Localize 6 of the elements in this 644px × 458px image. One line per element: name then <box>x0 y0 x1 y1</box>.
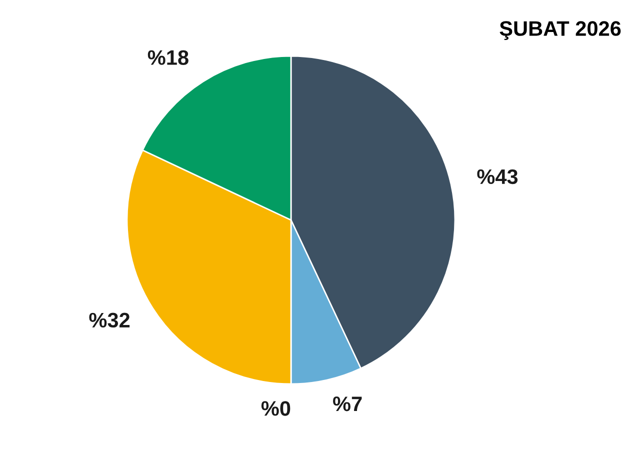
data-label: %32 <box>89 312 130 328</box>
data-label: %43 <box>477 169 518 184</box>
text: %0 <box>261 401 290 416</box>
data-label: %7 <box>333 396 362 412</box>
text: ŞUBAT 2026 <box>500 21 621 40</box>
data-label: %18 <box>148 50 188 65</box>
